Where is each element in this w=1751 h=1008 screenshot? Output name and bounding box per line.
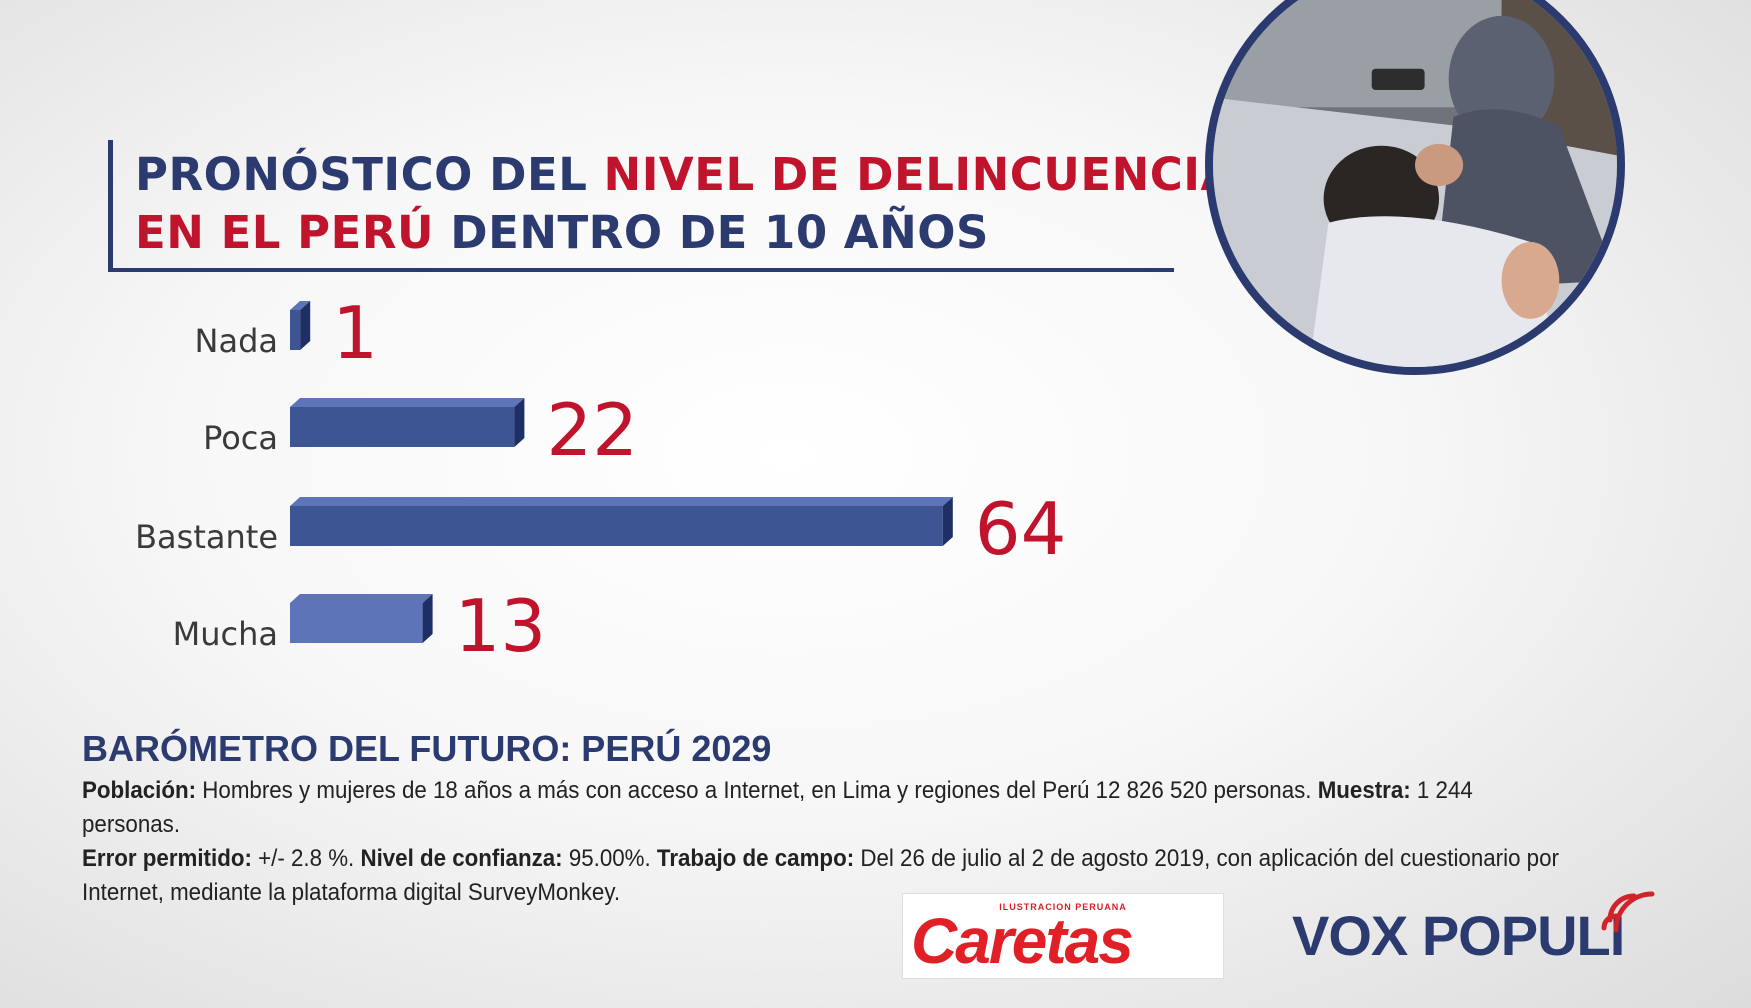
crime-photo	[1205, 0, 1625, 375]
muestra-label: Muestra:	[1317, 777, 1411, 804]
bar-bastante	[290, 506, 943, 546]
bar-poca	[290, 407, 515, 447]
error-label: Error permitido:	[82, 845, 252, 872]
bar-poca-side	[514, 398, 525, 447]
value-label-nada: 1	[332, 291, 378, 375]
chart-title: PRONÓSTICO DEL NIVEL DE DELINCUENCIA EN …	[108, 140, 1235, 272]
title-line-2-a: EN EL PERÚ	[135, 206, 435, 259]
value-label-mucha: 13	[455, 584, 547, 668]
bar-mucha	[290, 603, 423, 643]
footer-text: Población: Hombres y mujeres de 18 años …	[82, 774, 1570, 910]
confianza-text: 95.00%.	[562, 845, 657, 872]
confianza-label: Nivel de confianza:	[360, 845, 563, 872]
title-line-1-a: PRONÓSTICO DEL	[135, 148, 604, 201]
title-line-2-b: DENTRO DE 10 AÑOS	[434, 206, 989, 259]
bar-bastante-top	[290, 497, 953, 506]
caretas-logo: ILUSTRACION PERUANA Caretas	[902, 893, 1224, 979]
value-label-poca: 22	[546, 388, 638, 472]
muestra-text: 1 244 personas.	[82, 777, 1473, 838]
bar-poca-top	[290, 398, 525, 407]
bar-nada	[290, 310, 301, 350]
crime-photo-illustration	[1213, 0, 1617, 367]
category-label-poca: Poca	[203, 419, 278, 457]
title-line-1-b: NIVEL DE DELINCUENCIA	[603, 148, 1236, 201]
bar-chart-marks: Nada 1 Poca 22 Bastante 64 Mucha 13	[135, 291, 1066, 668]
bar-mucha-top	[290, 594, 433, 603]
poblacion-text: Hombres y mujeres de 18 años a más con a…	[196, 777, 1318, 804]
category-label-mucha: Mucha	[173, 615, 278, 653]
bar-nada-top	[290, 301, 311, 310]
bar-nada-side	[300, 301, 311, 350]
campo-label: Trabajo de campo:	[656, 845, 855, 872]
title-line-2: EN EL PERÚ DENTRO DE 10 AÑOS	[135, 204, 1174, 262]
error-text: +/- 2.8 %.	[251, 845, 361, 872]
title-line-1: PRONÓSTICO DEL NIVEL DE DELINCUENCIA	[135, 146, 1235, 204]
category-label-bastante: Bastante	[135, 518, 278, 556]
footer-title: BARÓMETRO DEL FUTURO: PERÚ 2029	[82, 728, 772, 769]
bar-bastante-side	[942, 497, 953, 546]
caretas-logo-subtitle: ILUSTRACION PERUANA	[999, 902, 1127, 912]
category-label-nada: Nada	[195, 322, 278, 360]
poblacion-label: Población:	[82, 777, 197, 804]
campo-text: Del 26 de julio al 2 de agosto 2019, con…	[82, 845, 1559, 906]
vox-populi-logo: VOX POPULI	[1292, 904, 1625, 967]
caretas-logo-word: Caretas	[911, 905, 1134, 977]
signal-waves-icon	[1601, 891, 1655, 933]
value-label-bastante: 64	[975, 487, 1067, 571]
bar-mucha-side	[422, 594, 433, 643]
